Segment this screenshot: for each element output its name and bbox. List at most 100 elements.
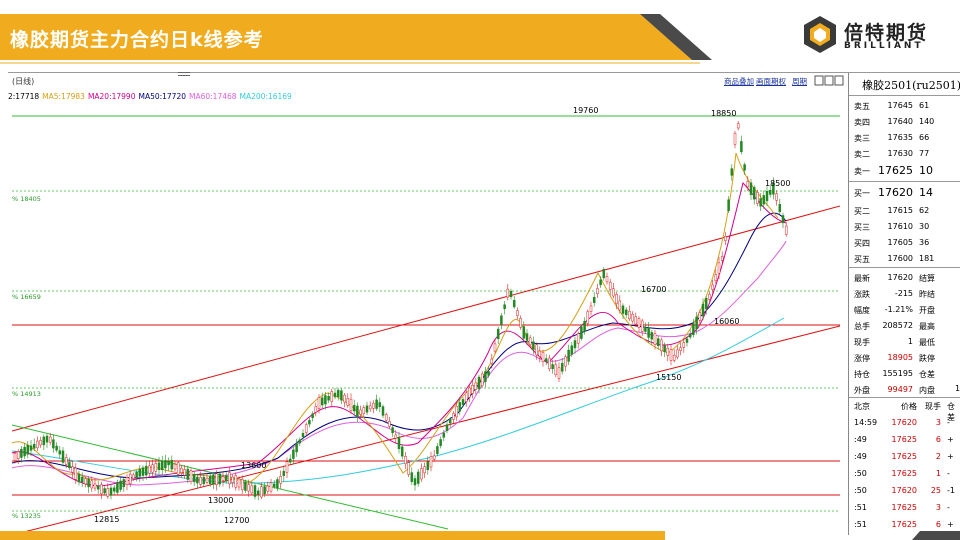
- bid-row[interactable]: 买四 17605 36: [849, 235, 960, 251]
- candle-body: [733, 132, 737, 145]
- candle-body: [148, 465, 151, 474]
- candle-body: [778, 204, 782, 213]
- candle-body: [628, 310, 631, 320]
- candle-body: [109, 487, 113, 496]
- maximize-icon[interactable]: [834, 75, 844, 86]
- period-label[interactable]: (日线): [12, 77, 35, 86]
- candle-body: [183, 469, 186, 476]
- logo-chinese-name: 倍特期货: [844, 22, 929, 44]
- candle-body: [80, 476, 84, 483]
- trade-direction: +: [947, 435, 954, 444]
- candle-body: [458, 402, 462, 412]
- candle-body: [647, 327, 650, 338]
- bid-row[interactable]: 买三 17610 30: [849, 219, 960, 235]
- candle-body: [308, 420, 311, 425]
- candle-body: [128, 473, 132, 484]
- candle-body: [228, 472, 231, 485]
- trade-time: :49: [854, 452, 867, 461]
- candle-body: [144, 465, 148, 476]
- candle-body: [560, 362, 564, 372]
- ask-row[interactable]: 卖五 17645 61: [849, 98, 960, 114]
- drag-handle[interactable]: [178, 72, 190, 76]
- grid-view-icon[interactable]: [814, 75, 824, 86]
- candle-body: [516, 310, 519, 316]
- stat-row: 涨停 18905 跌停: [849, 350, 960, 366]
- split-view-icon[interactable]: [824, 75, 834, 86]
- stat-extra-label: 跌停: [919, 354, 935, 363]
- candle-body: [592, 296, 596, 303]
- ask-row-volume: 61: [919, 101, 930, 110]
- trade-time: 14:59: [854, 418, 878, 427]
- ma200-line: [11, 317, 785, 484]
- overlay-link[interactable]: 商品叠加: [724, 77, 754, 86]
- candle-body: [298, 439, 302, 444]
- candle-body: [365, 405, 369, 413]
- bid-row[interactable]: 买二 17615 62: [849, 203, 960, 219]
- ask-row[interactable]: 卖二 17630 77: [849, 146, 960, 162]
- trade-time: :51: [854, 503, 867, 512]
- trade-price: 17625: [891, 503, 917, 512]
- trade-time: :50: [854, 469, 867, 478]
- label-19760: 19760: [573, 106, 598, 115]
- trade-row: 14:59 17620 3-: [849, 414, 960, 431]
- candle-body: [672, 354, 676, 361]
- candle-body: [720, 256, 724, 261]
- stat-value: -215: [894, 289, 913, 298]
- candle-body: [42, 436, 46, 446]
- candle-body: [765, 191, 769, 202]
- cube-logo-icon: [804, 16, 836, 53]
- candle-body: [282, 470, 286, 476]
- candle-body: [384, 414, 388, 421]
- candle-body: [77, 473, 81, 483]
- candle-body: [580, 326, 583, 339]
- candle-body: [461, 399, 465, 405]
- candle-body: [100, 484, 103, 494]
- candle-body: [567, 349, 570, 362]
- candle-body: [519, 318, 522, 328]
- candle-body: [352, 405, 356, 412]
- candle-body: [464, 392, 468, 402]
- candle-body: [781, 215, 785, 224]
- candle-body: [180, 467, 183, 474]
- candle-body: [420, 468, 423, 480]
- stat-extra-label: 开盘: [919, 306, 935, 315]
- stat-row: 总手 208572 最高: [849, 318, 960, 334]
- trade-direction: -: [947, 469, 950, 478]
- candle-body: [749, 182, 753, 195]
- bid-1-row[interactable]: 买一 17620 14: [849, 185, 960, 201]
- candle-body: [372, 402, 375, 409]
- candle-body: [218, 473, 222, 485]
- stat-row: 现手 1 最低: [849, 334, 960, 350]
- trade-volume: 1: [935, 469, 941, 478]
- candle-body: [535, 344, 538, 356]
- trade-row: :50 17620 25 -1: [849, 482, 960, 499]
- sequence-link[interactable]: 画面期权: [756, 77, 786, 86]
- candle-body: [381, 406, 385, 416]
- candle-body: [167, 461, 170, 466]
- candle-body: [631, 314, 634, 322]
- candle-body: [404, 456, 407, 465]
- stat-value: 99497: [887, 385, 913, 394]
- candle-body: [215, 473, 218, 485]
- bid-row-volume: 30: [919, 222, 930, 231]
- candle-body: [336, 389, 340, 397]
- bid-1-price: 17620: [878, 186, 913, 199]
- candle-body: [436, 446, 439, 454]
- candle-body: [71, 466, 74, 473]
- bid-row-label: 买四: [854, 239, 870, 248]
- cycle-link[interactable]: 周期: [792, 77, 807, 86]
- candle-body: [429, 456, 433, 468]
- divider: [849, 397, 960, 398]
- candle-body: [666, 347, 670, 356]
- ask-row[interactable]: 卖四 17640 140: [849, 114, 960, 130]
- label-18500: 18500: [765, 179, 790, 188]
- ask-row[interactable]: 卖三 17635 66: [849, 130, 960, 146]
- candle-body: [634, 316, 638, 325]
- bid-row[interactable]: 买五 17600 181: [849, 251, 960, 267]
- candle-body: [250, 485, 254, 494]
- candle-body: [676, 349, 679, 358]
- stat-value: 1: [907, 337, 913, 346]
- trades-header-place: 北京: [854, 402, 870, 411]
- ask-1-row[interactable]: 卖一 17625 10: [849, 163, 960, 179]
- bid-row-label: 买二: [854, 207, 870, 216]
